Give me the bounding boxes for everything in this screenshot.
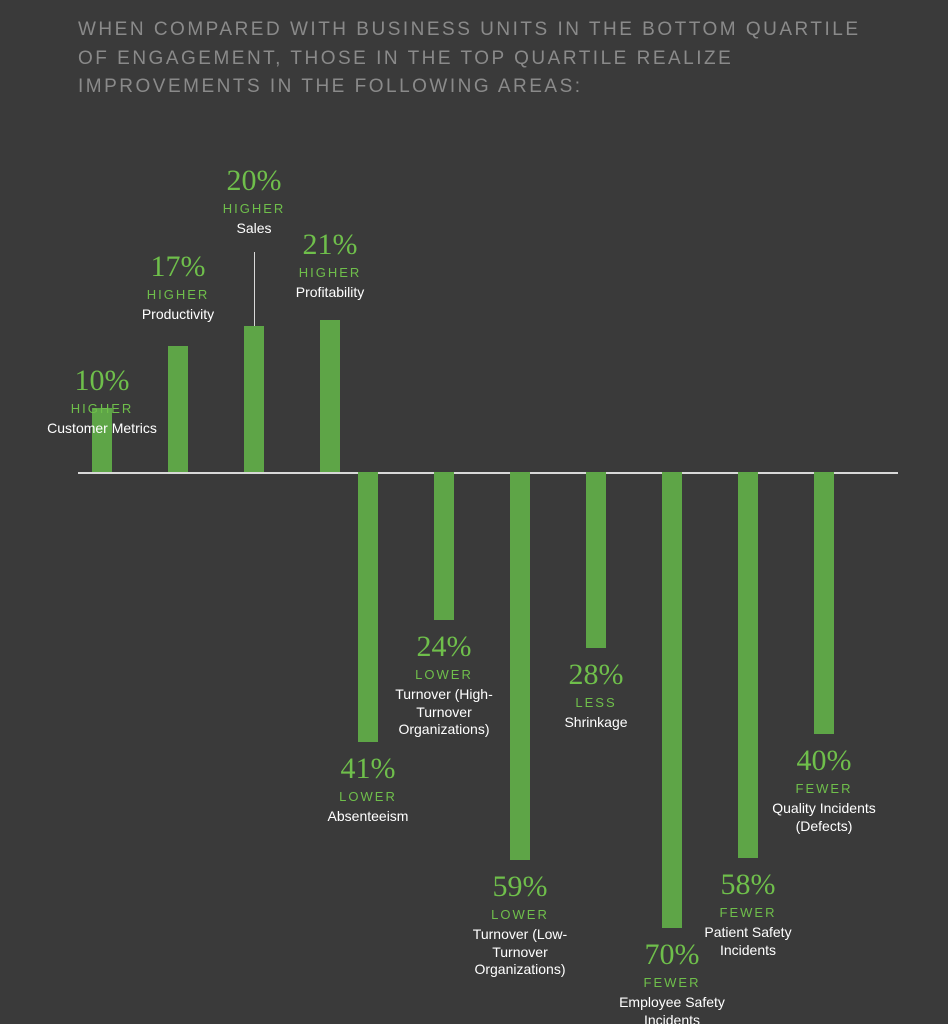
bar-metric-6: Turnover (Low-Turnover Organizations) <box>450 926 590 979</box>
bar-label-0: 10% HIGHER Customer Metrics <box>32 364 172 438</box>
bar-label-1: 17% HIGHER Productivity <box>108 250 248 324</box>
bar-5 <box>434 472 454 620</box>
bar-3 <box>320 320 340 472</box>
bar-label-4: 41% LOWER Absenteeism <box>298 752 438 826</box>
bar-10 <box>814 472 834 734</box>
bar-label-2: 20%HIGHERSales <box>184 164 324 238</box>
engagement-diverging-bar-chart: 10%HIGHERCustomer Metrics17%HIGHERProduc… <box>78 120 898 1000</box>
bar-percent-5: 24% <box>374 630 514 663</box>
bar-2 <box>244 326 264 472</box>
bar-percent-2: 20% <box>184 164 324 197</box>
bar-metric-4: Absenteeism <box>298 808 438 826</box>
bar-metric-10: Quality Incidents (Defects) <box>754 800 894 835</box>
bar-metric-8: Employee Safety Incidents <box>602 994 742 1024</box>
bar-metric-0: Customer Metrics <box>32 420 172 438</box>
bar-percent-10: 40% <box>754 744 894 777</box>
bar-qualifier-8: FEWER <box>602 975 742 990</box>
bar-percent-4: 41% <box>298 752 438 785</box>
bar-qualifier-0: HIGHER <box>32 401 172 416</box>
bar-label-9: 58% FEWER Patient Safety Incidents <box>678 868 818 959</box>
bar-label-7: 28% LESS Shrinkage <box>526 658 666 732</box>
bar-7 <box>586 472 606 648</box>
bar-stem-2 <box>254 252 255 326</box>
bar-qualifier-1: HIGHER <box>108 287 248 302</box>
bar-metric-9: Patient Safety Incidents <box>678 924 818 959</box>
bar-metric-5: Turnover (High-Turnover Organizations) <box>374 686 514 739</box>
chart-baseline <box>78 472 898 474</box>
bar-8 <box>662 472 682 928</box>
bar-qualifier-7: LESS <box>526 695 666 710</box>
bar-metric-1: Productivity <box>108 306 248 324</box>
bar-metric-3: Profitability <box>260 284 400 302</box>
bar-label-10: 40% FEWER Quality Incidents (Defects) <box>754 744 894 835</box>
bar-label-5: 24% LOWER Turnover (High-Turnover Organiza… <box>374 630 514 739</box>
bar-percent-0: 10% <box>32 364 172 397</box>
bar-qualifier-2: HIGHER <box>184 201 324 216</box>
bar-1 <box>168 346 188 472</box>
page: WHEN COMPARED WITH BUSINESS UNITS IN THE… <box>0 0 948 1024</box>
bar-percent-7: 28% <box>526 658 666 691</box>
bar-percent-9: 58% <box>678 868 818 901</box>
bar-metric-7: Shrinkage <box>526 714 666 732</box>
bar-label-6: 59% LOWER Turnover (Low-Turnover Organizat… <box>450 870 590 979</box>
chart-title: WHEN COMPARED WITH BUSINESS UNITS IN THE… <box>78 16 888 102</box>
bar-percent-6: 59% <box>450 870 590 903</box>
bar-qualifier-4: LOWER <box>298 789 438 804</box>
bar-qualifier-5: LOWER <box>374 667 514 682</box>
bar-percent-1: 17% <box>108 250 248 283</box>
bar-qualifier-9: FEWER <box>678 905 818 920</box>
bar-label-3: 21% HIGHER Profitability <box>260 228 400 302</box>
bar-qualifier-3: HIGHER <box>260 265 400 280</box>
bar-qualifier-6: LOWER <box>450 907 590 922</box>
bar-qualifier-10: FEWER <box>754 781 894 796</box>
bar-percent-3: 21% <box>260 228 400 261</box>
